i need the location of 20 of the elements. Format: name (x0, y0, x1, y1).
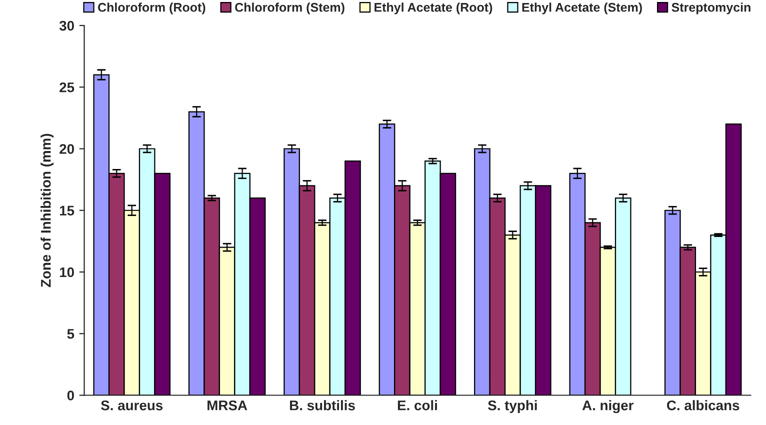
y-tick-label: 5 (67, 329, 74, 339)
x-tick-label: C. albicans (666, 400, 740, 410)
legend-label: Ethyl Acetate (Stem) (522, 2, 642, 14)
y-tick-label: 20 (60, 144, 74, 154)
x-tick-label: S. typhi (488, 400, 537, 414)
y-tick-label: 15 (60, 206, 74, 216)
x-tick-label: A. niger (582, 400, 634, 414)
y-axis-title: Zone of Inhibition (mm) (40, 134, 54, 288)
x-tick-label: B. subtilis (290, 400, 355, 410)
y-tick-label: 10 (60, 267, 74, 278)
y-tick-label: 25 (60, 82, 74, 92)
y-tick-label: 0 (67, 390, 74, 400)
legend-label: Chloroform (Stem) (235, 2, 344, 14)
x-tick-label: S. aureus (101, 400, 163, 410)
legend-label: Chloroform (Root) (98, 2, 206, 14)
legend-label: Ethyl Acetate (Root) (374, 2, 492, 14)
x-tick-label: E. coli (398, 400, 437, 410)
x-tick-label: MRSA (208, 400, 248, 410)
y-tick-label: 30 (59, 20, 74, 31)
legend-label: Streptomycin (672, 2, 750, 14)
